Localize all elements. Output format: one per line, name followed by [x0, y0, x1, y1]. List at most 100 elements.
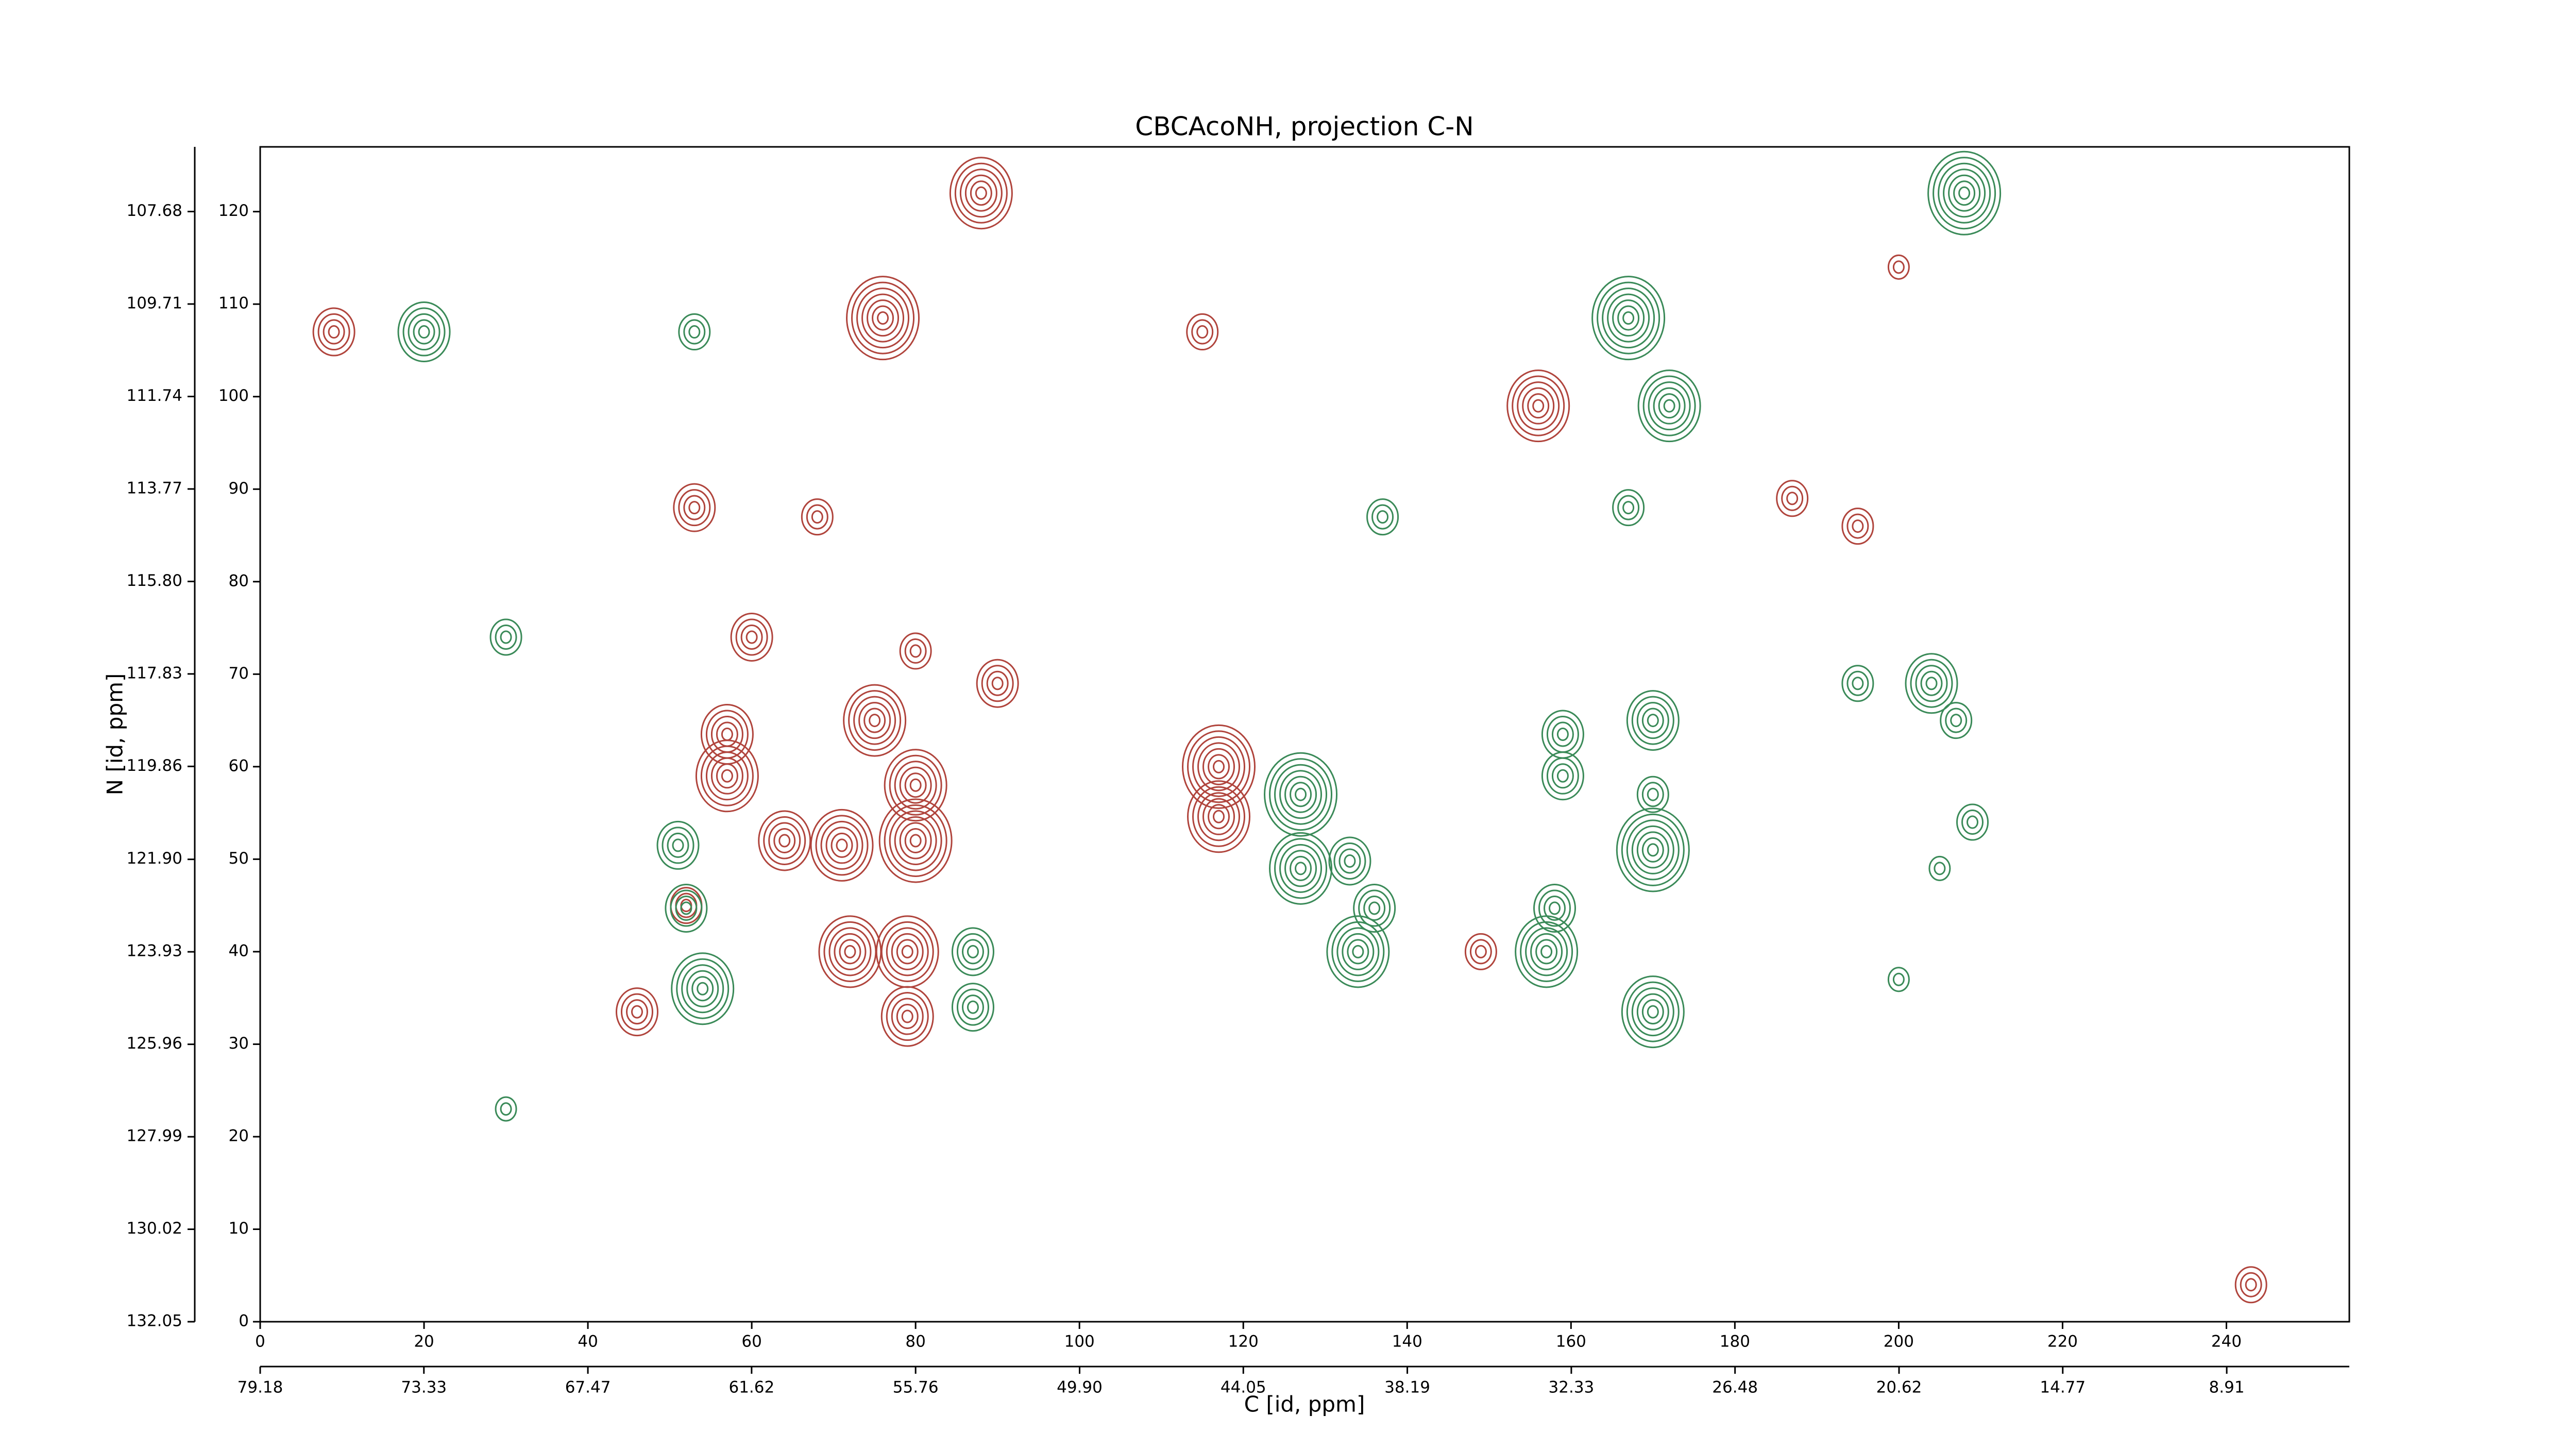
x-tick-label: 220: [2047, 1333, 2078, 1351]
contour-level: [1512, 375, 1565, 436]
contour-level: [1658, 393, 1681, 419]
x2-tick-label: 38.19: [1384, 1378, 1430, 1397]
contour-level: [1269, 758, 1333, 831]
contour-level: [1290, 782, 1312, 807]
contour-level: [901, 1009, 913, 1023]
contour-level: [846, 276, 920, 361]
contour-level: [1371, 504, 1394, 530]
peak: [843, 684, 907, 757]
contour-level: [745, 630, 758, 644]
contour-level: [863, 707, 886, 733]
contour-level: [823, 921, 877, 982]
contour-level: [896, 1004, 919, 1030]
contour-level: [1368, 901, 1381, 915]
contour-level: [500, 1102, 512, 1116]
contour-level: [1641, 999, 1664, 1025]
y-tick-label: 100: [218, 386, 249, 405]
x-tick-label: 180: [1720, 1333, 1750, 1351]
contour-level: [951, 927, 994, 976]
contour-level: [1781, 485, 1804, 511]
contour-level: [1192, 786, 1246, 847]
contour-level: [1647, 1005, 1659, 1019]
contour-level: [1284, 776, 1317, 813]
y-tick-label: 40: [229, 941, 249, 960]
peak: [695, 739, 759, 813]
contour-level: [1892, 972, 1905, 986]
contour-level: [758, 810, 811, 871]
peak: [2234, 1266, 2267, 1304]
contour-level: [773, 828, 796, 853]
contour-level: [662, 827, 694, 864]
contour-level: [831, 832, 853, 858]
contour-level: [1274, 838, 1328, 899]
contour-level: [489, 618, 522, 656]
peak: [1621, 975, 1685, 1049]
contour-level: [1202, 798, 1235, 835]
contour-level: [820, 820, 863, 870]
contour-level: [1607, 293, 1650, 343]
contour-level: [880, 986, 934, 1047]
contour-level: [975, 186, 987, 200]
contour-level: [1653, 387, 1686, 425]
contour-level: [1616, 807, 1690, 892]
contour-level: [681, 964, 724, 1014]
contour-level: [1522, 387, 1555, 425]
contour-level: [891, 933, 924, 970]
contour-level: [899, 632, 932, 670]
peak: [949, 157, 1013, 230]
contour-level: [1264, 752, 1338, 837]
contour-level: [1622, 311, 1635, 325]
contour-level: [896, 939, 919, 965]
contour-level: [1612, 299, 1645, 337]
y-tick-label: 0: [239, 1312, 249, 1330]
contour-level: [967, 945, 979, 958]
contour-level: [680, 901, 692, 915]
contour-level: [1641, 782, 1664, 807]
contour-level: [1284, 850, 1317, 887]
contour-level: [818, 915, 882, 988]
contour-level: [981, 665, 1014, 702]
contour-level: [1637, 369, 1701, 443]
contour-level: [671, 952, 735, 1025]
peak: [1366, 498, 1399, 536]
contour-level: [1961, 810, 1984, 835]
y2-tick-label: 107.68: [127, 201, 182, 220]
contour-level: [1647, 843, 1659, 857]
y-tick-label: 30: [229, 1034, 249, 1053]
peak: [1956, 803, 1989, 841]
contour-level: [672, 838, 684, 852]
contour-level: [839, 939, 861, 965]
contour-level: [1213, 810, 1225, 823]
contour-level: [1958, 186, 1971, 200]
contour-level: [408, 313, 440, 351]
y2-tick-label: 117.83: [127, 664, 182, 682]
contour-level: [889, 754, 942, 816]
contour-level: [1852, 519, 1864, 533]
contour-level: [1475, 945, 1487, 958]
contour-level: [889, 810, 942, 871]
peak: [1186, 313, 1219, 351]
contour-level: [899, 822, 932, 860]
contour-level: [949, 157, 1013, 230]
contour-level: [1197, 742, 1241, 791]
contour-level: [1647, 787, 1659, 801]
contour-level: [1642, 375, 1696, 436]
contour-level: [967, 1000, 979, 1014]
contour-level: [1279, 770, 1323, 819]
peak: [899, 632, 932, 670]
y2-tick-label: 121.90: [127, 849, 182, 868]
contour-level: [856, 288, 910, 349]
contour-level: [678, 313, 711, 351]
contour-level: [1846, 670, 1869, 696]
contour-level: [1934, 862, 1946, 875]
peak: [1927, 150, 2002, 235]
peak: [884, 749, 947, 822]
contour-level: [1202, 748, 1235, 785]
contour-level: [625, 999, 648, 1025]
contour-level: [721, 769, 733, 783]
contour-level: [1621, 975, 1685, 1049]
contour-level: [1326, 915, 1390, 988]
peak: [1928, 855, 1951, 881]
peak: [665, 884, 708, 933]
x2-tick-label: 55.76: [893, 1378, 939, 1397]
